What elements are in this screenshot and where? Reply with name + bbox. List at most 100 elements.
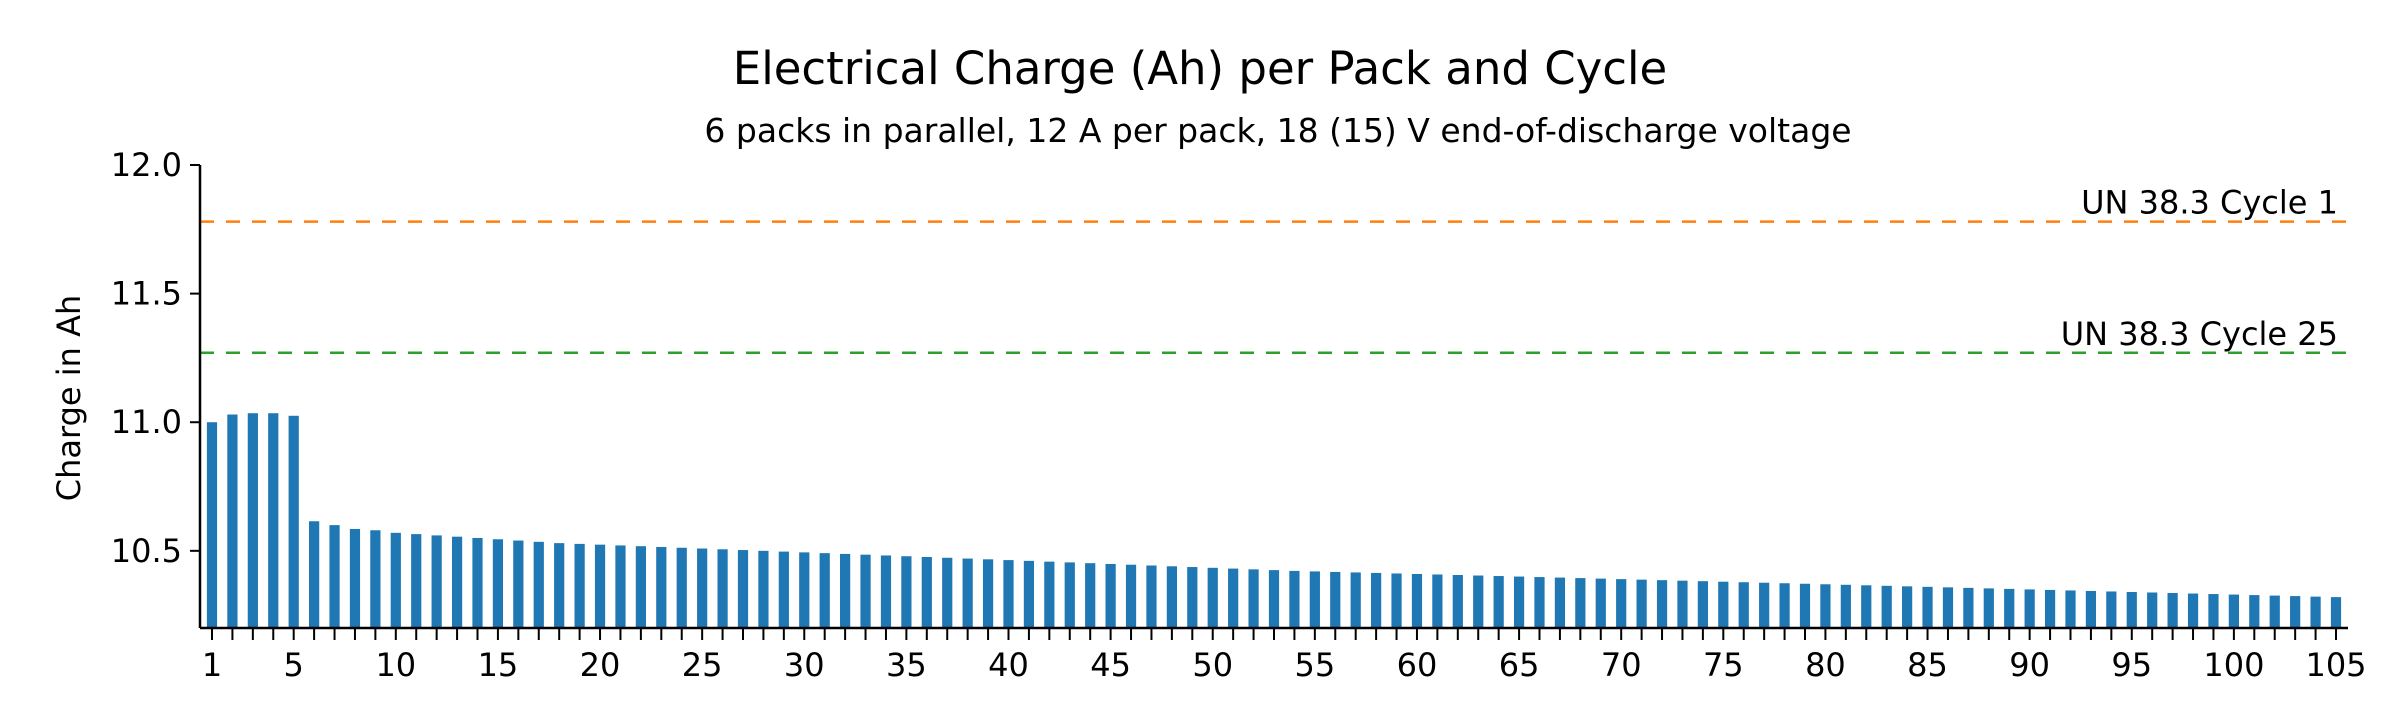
bar	[1718, 581, 1729, 628]
bar	[1003, 560, 1014, 628]
bar	[1738, 582, 1749, 628]
bar	[2269, 595, 2280, 628]
bar	[737, 550, 749, 628]
bar	[1473, 575, 1484, 628]
bar	[329, 525, 340, 628]
bar	[1656, 580, 1668, 628]
bar	[309, 521, 320, 628]
bar	[370, 530, 381, 628]
x-tick-label: 35	[886, 646, 927, 684]
x-tick-label: 65	[1499, 646, 1540, 684]
bar	[1513, 576, 1525, 628]
bar	[1534, 577, 1545, 628]
bar	[1330, 571, 1341, 628]
bar	[390, 532, 401, 628]
bar	[1840, 584, 1851, 628]
bar	[1309, 571, 1320, 628]
bar	[2290, 596, 2301, 628]
bar	[1677, 580, 1688, 628]
x-tick-label: 60	[1397, 646, 1438, 684]
y-tick-label: 10.5	[111, 532, 182, 570]
bar	[2187, 593, 2199, 628]
bar	[533, 541, 544, 628]
bar	[594, 544, 606, 628]
bar	[451, 536, 463, 628]
bar	[1105, 563, 1116, 628]
bar	[1411, 573, 1423, 628]
bar	[1902, 586, 1913, 628]
bar	[227, 414, 238, 628]
bar	[2085, 590, 2097, 628]
bar	[1820, 584, 1831, 628]
x-tick-label: 40	[988, 646, 1029, 684]
bar	[2126, 591, 2137, 628]
x-tick-label: 50	[1192, 646, 1233, 684]
x-tick-label: 95	[2111, 646, 2152, 684]
bar	[656, 546, 667, 628]
bar	[1268, 570, 1280, 628]
bars-group	[206, 413, 2342, 628]
bar	[411, 534, 422, 628]
y-tick-label: 12.0	[111, 146, 182, 184]
bar	[860, 554, 871, 628]
x-tick-label: 1	[202, 646, 222, 684]
bar	[676, 547, 687, 628]
y-tick-label: 11.5	[111, 275, 182, 313]
x-tick-label: 25	[682, 646, 723, 684]
bar	[268, 413, 279, 628]
bar	[962, 558, 973, 628]
bar	[2106, 591, 2117, 628]
bar	[1085, 563, 1096, 628]
x-tick-label: 100	[2203, 646, 2264, 684]
bar	[1207, 567, 1218, 628]
x-tick-label: 30	[784, 646, 825, 684]
bar	[1861, 585, 1872, 628]
bar	[1963, 587, 1974, 628]
reference-lines-group: UN 38.3 Cycle 1 UN 38.3 Cycle 25	[200, 184, 2348, 355]
bar	[1595, 578, 1606, 628]
bar	[758, 550, 769, 628]
bar	[1187, 567, 1198, 628]
bar	[635, 546, 646, 628]
y-tick-label: 11.0	[111, 403, 182, 441]
bar	[1228, 568, 1239, 628]
x-tick-label: 45	[1090, 646, 1131, 684]
x-tick-label: 20	[580, 646, 621, 684]
bar	[2310, 596, 2321, 628]
bar	[1064, 562, 1075, 628]
bar	[1289, 570, 1300, 628]
chart-subtitle: 6 packs in parallel, 12 A per pack, 18 (…	[704, 111, 1851, 150]
bar	[1452, 575, 1463, 628]
bar	[1493, 576, 1504, 628]
x-tick-label: 75	[1703, 646, 1744, 684]
bar	[492, 539, 504, 628]
x-tick-label: 80	[1805, 646, 1846, 684]
bar	[1044, 561, 1055, 628]
bar	[1248, 569, 1259, 628]
bar	[1125, 564, 1137, 628]
bar	[1922, 586, 1933, 628]
bar	[942, 557, 953, 628]
bar	[2065, 590, 2076, 628]
x-tick-label: 15	[478, 646, 519, 684]
bar	[2330, 597, 2342, 628]
bar	[1616, 579, 1627, 628]
bar	[513, 540, 524, 628]
bar	[1881, 585, 1892, 628]
y-axis-label: Charge in Ah	[50, 295, 88, 502]
bar	[1759, 582, 1770, 628]
bar	[472, 537, 483, 628]
x-tick-label: 70	[1601, 646, 1642, 684]
chart-title: Electrical Charge (Ah) per Pack and Cycl…	[733, 42, 1667, 95]
bar	[2024, 589, 2035, 628]
bar	[819, 553, 830, 628]
bar	[1983, 588, 1994, 628]
bar	[1023, 560, 1035, 628]
bar	[2167, 593, 2178, 628]
bar	[921, 557, 932, 628]
bar	[1697, 581, 1708, 628]
bar	[697, 548, 708, 628]
bar	[2044, 589, 2056, 628]
